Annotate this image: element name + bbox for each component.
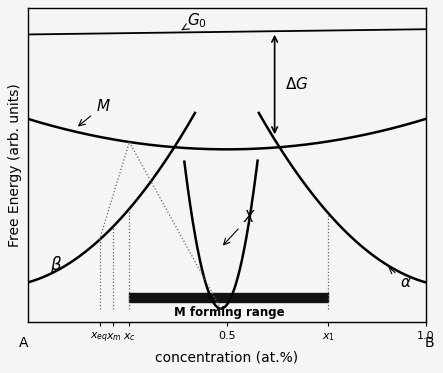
Text: $G_0$: $G_0$ xyxy=(182,12,207,30)
Text: $\alpha$: $\alpha$ xyxy=(389,267,412,289)
Text: $\Delta G$: $\Delta G$ xyxy=(284,76,308,93)
Text: B: B xyxy=(425,336,435,351)
Y-axis label: Free Energy (arb. units): Free Energy (arb. units) xyxy=(8,83,22,247)
Text: A: A xyxy=(19,336,29,351)
Text: $M$: $M$ xyxy=(79,98,110,126)
Text: $\beta$: $\beta$ xyxy=(50,254,62,276)
Text: $X$: $X$ xyxy=(224,209,256,245)
X-axis label: concentration (at.%): concentration (at.%) xyxy=(155,351,299,365)
Text: M forming range: M forming range xyxy=(174,306,284,319)
